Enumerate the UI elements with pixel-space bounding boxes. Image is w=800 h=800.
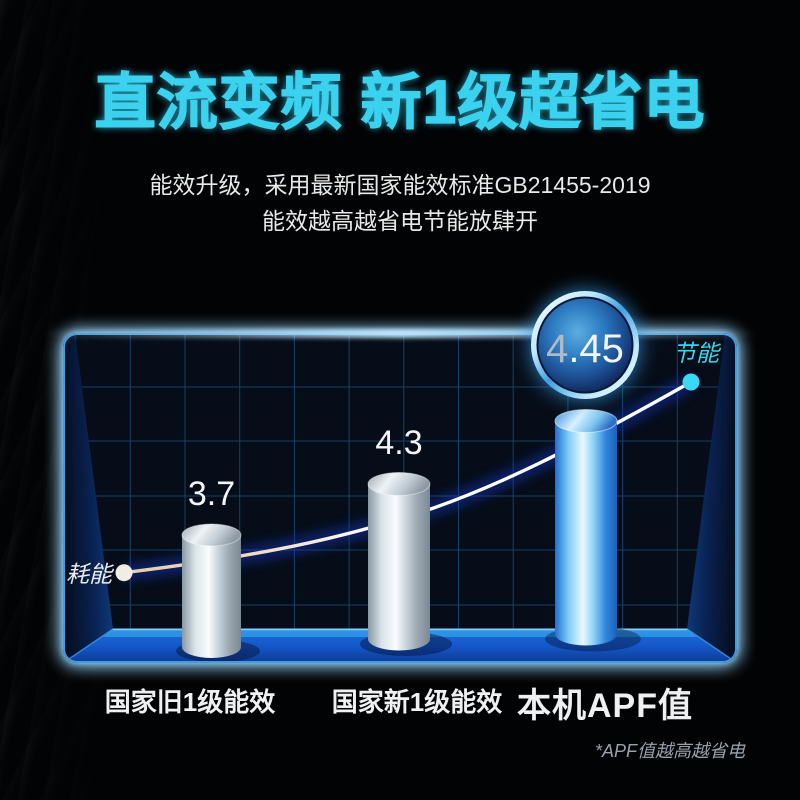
svg-text:国家旧1级能效: 国家旧1级能效 — [105, 687, 275, 717]
svg-text:直流变频 新1级超省电: 直流变频 新1级超省电 — [95, 68, 706, 136]
svg-text:能效越高越省电节能放肆开: 能效越高越省电节能放肆开 — [262, 208, 538, 234]
svg-text:*APF值越高越省电: *APF值越高越省电 — [595, 741, 746, 761]
svg-text:4.45: 4.45 — [546, 327, 624, 371]
svg-text:能效升级，采用最新国家能效标准GB21455-2019: 能效升级，采用最新国家能效标准GB21455-2019 — [149, 172, 650, 198]
svg-text:本机APF值: 本机APF值 — [517, 687, 693, 725]
svg-text:国家新1级能效: 国家新1级能效 — [332, 687, 502, 717]
